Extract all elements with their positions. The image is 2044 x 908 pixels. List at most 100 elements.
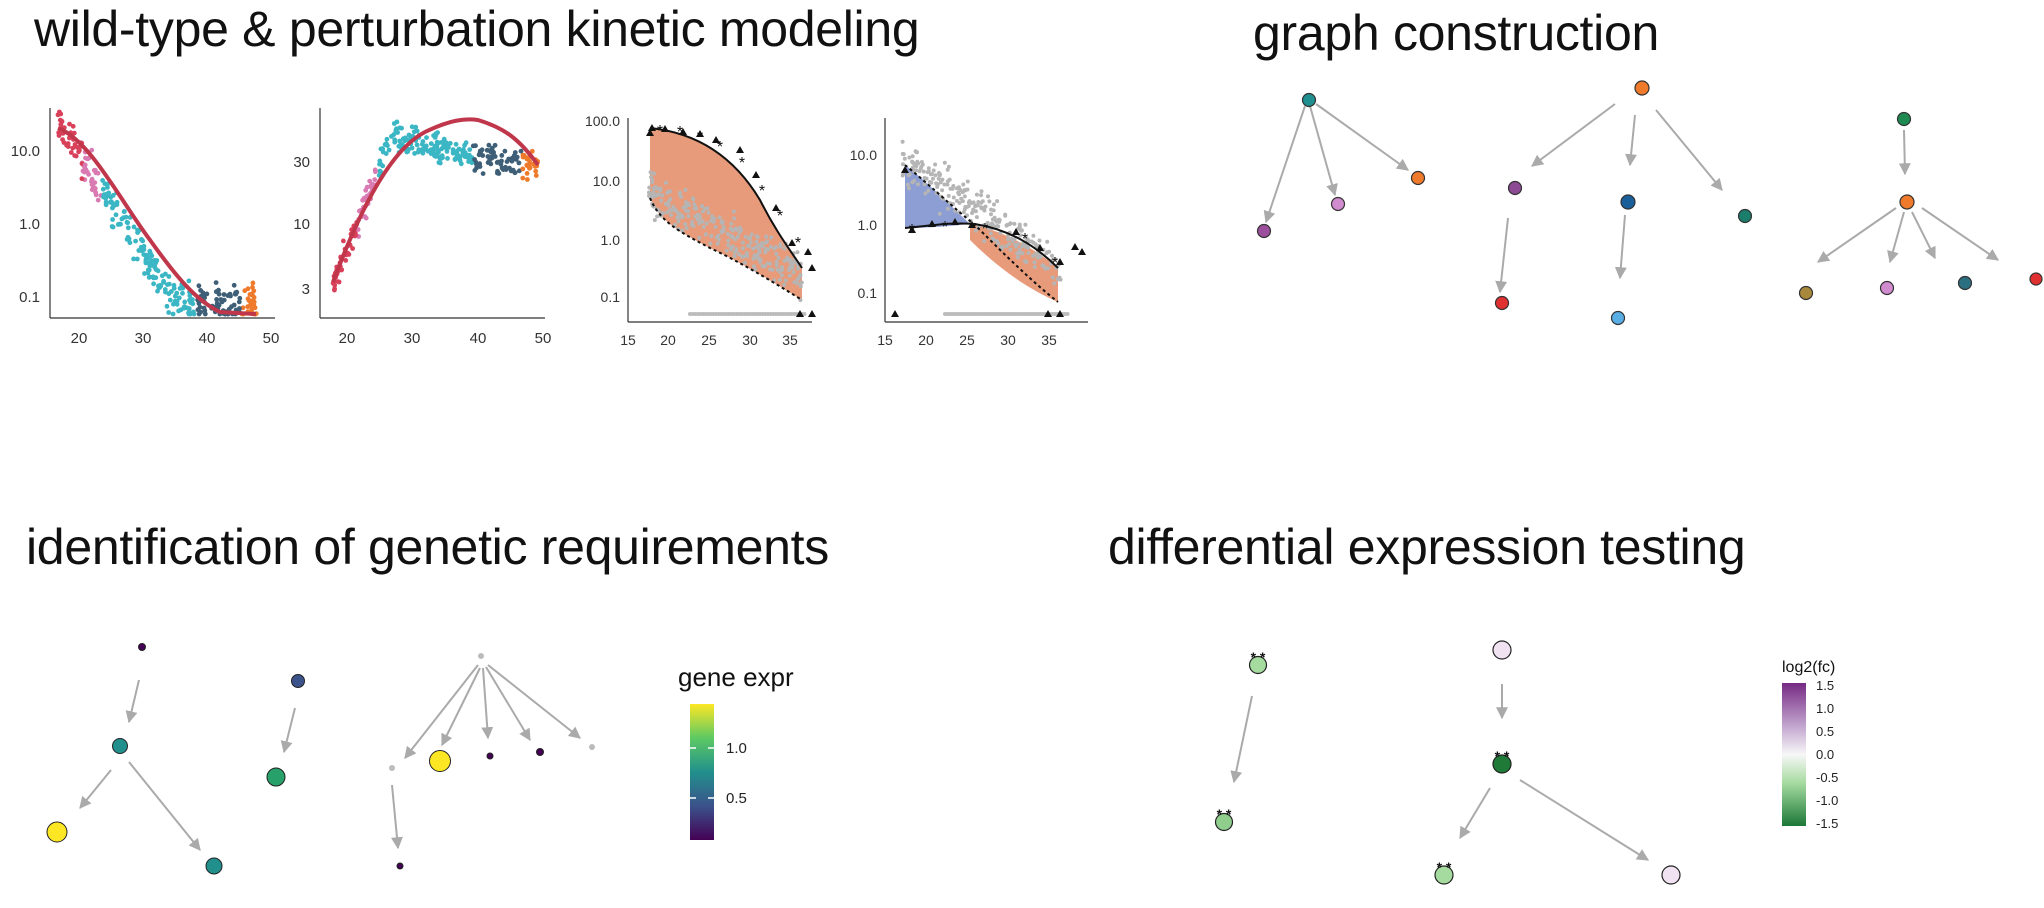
scatter-point <box>151 275 157 281</box>
scatter-point <box>362 214 368 219</box>
scatter-point <box>56 133 62 138</box>
graph-edge <box>1495 217 1509 294</box>
scatter-point <box>753 245 758 250</box>
graph-edge <box>1519 779 1650 861</box>
scatter-point <box>467 147 473 153</box>
scatter-point <box>760 241 764 246</box>
scatter-point <box>951 195 956 200</box>
scatter-point <box>799 280 804 285</box>
scatter-point <box>995 241 1000 246</box>
x-tick-label: 15 <box>877 332 893 348</box>
graph-edge <box>1230 695 1253 784</box>
scatter-point <box>245 304 251 310</box>
graph-edge <box>1817 207 1897 263</box>
graph-edge <box>485 666 531 742</box>
scatter-point <box>1023 259 1027 264</box>
graph-node <box>1896 111 1912 127</box>
graph-node <box>1634 80 1650 96</box>
scatter-point <box>364 184 370 190</box>
observed-triangle <box>804 248 812 255</box>
x-tick-labels: 20 30 40 50 <box>339 330 552 347</box>
significance-stars: * * * * * * * * <box>1217 649 1510 875</box>
scatter-point <box>970 211 975 215</box>
kinetic-plot-3: 100.0 10.0 1.0 0.1 15 20 25 30 35 * * ****… <box>585 113 816 348</box>
scatter-point <box>131 224 137 230</box>
observed-triangle <box>679 128 687 135</box>
scatter-point <box>958 188 963 192</box>
gene-expr-legend: gene expr 1.0 0.5 <box>678 662 794 840</box>
scatter-point <box>237 306 242 311</box>
scatter-point <box>435 141 440 147</box>
observed-triangle <box>712 136 720 143</box>
scatter-point <box>404 149 410 155</box>
scatter-point <box>126 236 132 242</box>
scatter-point <box>456 146 462 152</box>
graph-edge <box>404 664 479 759</box>
scatter-point <box>147 248 153 254</box>
scatter-point <box>498 161 504 167</box>
graph-edge <box>1263 105 1306 224</box>
scatter-point <box>764 234 769 239</box>
scatter-point <box>91 167 97 173</box>
scatter-point <box>782 258 787 263</box>
scatter-point <box>987 199 992 204</box>
scatter-point <box>691 197 696 202</box>
scatter-point <box>946 193 951 198</box>
scatter-point <box>162 287 168 292</box>
observed-triangle <box>1078 248 1086 255</box>
scatter-point <box>423 143 429 149</box>
scatter-point <box>524 171 530 176</box>
scatter-point <box>514 154 520 160</box>
y-tick-label: 0.1 <box>601 289 621 305</box>
scatter-point <box>397 138 402 144</box>
scatter-point <box>922 182 927 187</box>
x-tick-labels: 15 20 25 30 35 <box>877 332 1057 348</box>
scatter-point <box>962 194 967 199</box>
observed-triangle <box>646 129 654 136</box>
y-tick-labels: 30 10 3 <box>293 154 310 298</box>
scatter-point <box>520 166 526 172</box>
observed-triangle <box>1044 310 1052 317</box>
graph-construction-title: graph construction <box>1253 5 1659 61</box>
scatter-point <box>697 221 702 226</box>
scatter-point <box>740 246 745 251</box>
scatter-point <box>1045 239 1050 244</box>
scatter-point <box>146 275 152 280</box>
scatter-point <box>776 256 781 260</box>
scatter-point <box>166 310 172 315</box>
scatter-point <box>683 222 688 227</box>
scatter-point <box>779 273 784 278</box>
scatter-point <box>921 169 926 174</box>
scatter-point <box>1031 233 1036 238</box>
scatter-point <box>792 260 797 265</box>
scatter-point <box>377 168 383 174</box>
scatter-point <box>652 171 657 176</box>
scatter-point <box>910 180 915 185</box>
scatter-points <box>900 139 1070 316</box>
scatter-point <box>774 263 779 268</box>
scatter-point <box>110 193 116 198</box>
scatter-point <box>171 282 177 288</box>
scatter-point <box>472 168 478 173</box>
graph-node <box>266 767 286 787</box>
blue-band <box>905 165 970 228</box>
scatter-point <box>684 226 689 231</box>
scatter-point <box>221 292 227 297</box>
scatter-point <box>735 234 740 239</box>
graph-node <box>205 857 223 875</box>
scatter-point <box>942 160 947 165</box>
observed-triangle <box>1056 310 1064 317</box>
scatter-point <box>249 291 255 297</box>
scatter-point <box>441 136 447 142</box>
scatter-point <box>769 235 774 240</box>
scatter-point <box>332 286 337 292</box>
scatter-point <box>937 173 942 178</box>
graph-edge <box>1887 211 1905 264</box>
scatter-point <box>1020 244 1024 249</box>
scatter-point <box>231 282 237 288</box>
graph-node <box>1494 295 1510 311</box>
graph-node <box>1610 310 1626 326</box>
legend-tick-label: 1.0 <box>1816 701 1834 716</box>
scatter-point <box>729 245 734 250</box>
scatter-point <box>424 135 429 141</box>
